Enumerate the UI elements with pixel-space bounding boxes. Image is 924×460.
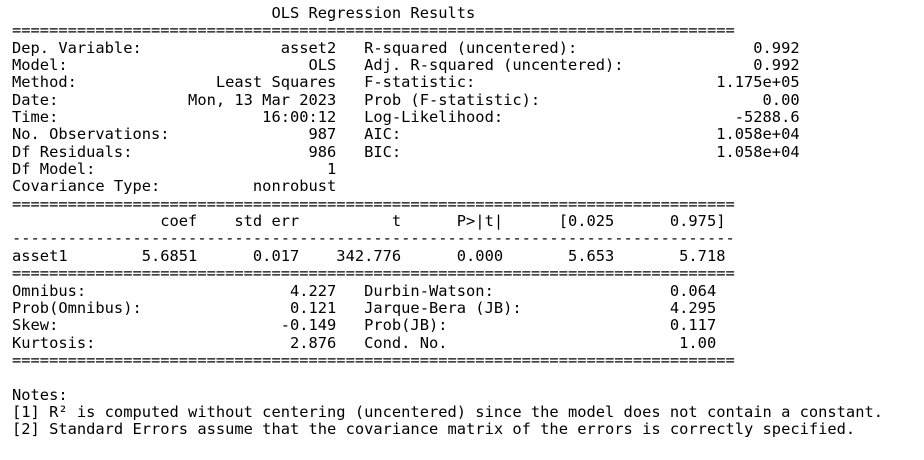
summary-row: Date: Mon, 13 Mar 2023 Prob (F-statistic… — [12, 90, 800, 109]
top-double-rule: ========================================… — [12, 21, 735, 40]
bottom-double-rule: ========================================… — [12, 350, 735, 369]
coef-row: asset1 5.6851 0.017 342.776 0.000 5.653 … — [12, 246, 726, 265]
diagnostic-row: Skew: -0.149 Prob(JB): 0.117 — [12, 316, 717, 335]
blank-line — [12, 369, 883, 386]
diagnostic-row: Prob(Omnibus): 0.121 Jarque-Bera (JB): 4… — [12, 298, 717, 317]
diagnostic-row: Omnibus: 4.227 Durbin-Watson: 0.064 — [12, 281, 717, 300]
coef-single-rule: ----------------------------------------… — [12, 229, 735, 248]
notes-heading: Notes: — [12, 385, 68, 404]
note-item: [2] Standard Errors assume that the cova… — [12, 420, 856, 439]
summary-row: Covariance Type: nonrobust — [12, 177, 337, 196]
summary-row: Method: Least Squares F-statistic: 1.175… — [12, 73, 800, 92]
summary-row: Dep. Variable: asset2 R-squared (uncente… — [12, 38, 800, 57]
summary-row: Df Residuals: 986 BIC: 1.058e+04 — [12, 142, 800, 161]
coef-bottom-double-rule: ========================================… — [12, 264, 735, 283]
mid-double-rule: ========================================… — [12, 194, 735, 213]
report-title: OLS Regression Results — [12, 4, 476, 22]
summary-row: No. Observations: 987 AIC: 1.058e+04 — [12, 125, 800, 144]
summary-row: Model: OLS Adj. R-squared (uncentered): … — [12, 56, 800, 75]
coef-header-row: coef std err t P>|t| [0.025 0.975] — [12, 212, 726, 231]
note-item: [1] R² is computed without centering (un… — [12, 402, 883, 421]
summary-row: Df Model: 1 — [12, 160, 337, 179]
diagnostic-row: Kurtosis: 2.876 Cond. No. 1.00 — [12, 333, 717, 352]
summary-row: Time: 16:00:12 Log-Likelihood: -5288.6 — [12, 108, 800, 127]
ols-report: OLS Regression Results ==================… — [12, 4, 883, 439]
